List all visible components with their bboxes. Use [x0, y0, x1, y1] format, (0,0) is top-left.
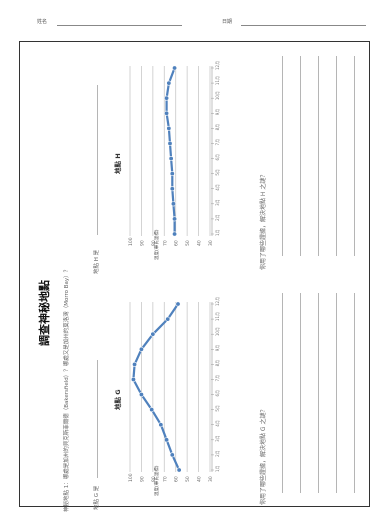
y-tick-label: 60: [174, 240, 180, 246]
location-h-answer-line[interactable]: [97, 85, 98, 235]
x-tick-label: 8月: [215, 360, 220, 367]
data-point: [176, 467, 182, 473]
worksheet-frame: [19, 41, 370, 507]
x-tick-label: 2月: [215, 450, 220, 457]
date-label: 日期: [222, 19, 233, 25]
chart-location-h: 30 40 50 60 70 80 90 100 1月 2月 3月 4月 5月 6月 7月 8月 9月 10月 11…: [113, 61, 220, 260]
data-point: [169, 171, 175, 177]
y-tick-label: 80: [151, 476, 157, 482]
x-tick-label: 11月: [215, 312, 220, 321]
location-h-prompt: 地點 H 是: [94, 249, 100, 274]
answer-line-g-1[interactable]: [282, 293, 283, 493]
data-point: [172, 216, 178, 222]
data-point: [164, 95, 170, 101]
y-tick-label: 40: [197, 240, 203, 246]
answer-line-g-3[interactable]: [318, 293, 319, 493]
mystery-prompt: 神秘地點 1：哪處是加州的貝克斯菲爾德（Bakersfield）？哪處又是加州的…: [64, 266, 70, 512]
name-label: 姓名: [37, 19, 48, 25]
x-tick-label: 2月: [215, 214, 220, 221]
name-line[interactable]: [57, 25, 182, 26]
answer-line-h-1[interactable]: [282, 56, 283, 256]
data-point: [175, 301, 181, 307]
data-point: [172, 231, 178, 237]
x-tick-label: 8月: [215, 124, 220, 131]
data-point: [166, 80, 172, 86]
y-tick-label: 30: [208, 476, 214, 482]
chart-location-g: 30 40 50 60 70 80 90 100 1月 2月 3月 4月 5月 6月 7月 8月 9月 10月 11…: [113, 297, 220, 496]
y-tick-label: 50: [185, 476, 191, 482]
y-tick-label: 100: [128, 237, 134, 246]
location-g-answer-line[interactable]: [97, 360, 98, 478]
data-point: [168, 156, 174, 162]
y-tick-label: 80: [151, 240, 157, 246]
x-tick-label: 4月: [215, 184, 220, 191]
page-title: 調查神秘地點: [38, 280, 51, 346]
x-tick-label: 12月: [215, 297, 220, 306]
data-point: [138, 346, 144, 352]
x-tick-label: 7月: [215, 139, 220, 146]
date-line[interactable]: [241, 25, 366, 26]
answer-line-h-5[interactable]: [354, 56, 355, 256]
answer-line-h-2[interactable]: [300, 56, 301, 256]
x-tick-label: 10月: [215, 327, 220, 336]
data-point: [164, 110, 170, 116]
data-point: [158, 422, 164, 428]
answer-line-h-4[interactable]: [336, 56, 337, 256]
data-point: [138, 392, 144, 398]
question-g: 你用了哪些證據，解決地點 G 之謎？: [260, 406, 267, 505]
x-tick-label: 5月: [215, 169, 220, 176]
x-tick-label: 1月: [215, 465, 220, 472]
x-tick-label: 3月: [215, 435, 220, 442]
y-tick-label: 100: [128, 473, 134, 482]
x-tick-label: 3月: [215, 199, 220, 206]
y-axis-label: 溫度(華氏溫標): [153, 229, 160, 260]
x-tick-label: 6月: [215, 390, 220, 397]
x-tick-label: 9月: [215, 345, 220, 352]
x-tick-label: 4月: [215, 420, 220, 427]
answer-line-g-5[interactable]: [354, 293, 355, 493]
data-point: [165, 316, 171, 322]
y-axis-label: 溫度(華氏溫標): [153, 465, 160, 496]
y-tick-label: 90: [139, 476, 145, 482]
data-point: [130, 376, 136, 382]
y-tick-label: 90: [139, 240, 145, 246]
data-point: [166, 125, 172, 131]
series-line-h: [165, 67, 176, 234]
y-tick-label: 60: [174, 476, 180, 482]
answer-line-h-3[interactable]: [318, 56, 319, 256]
chart-title-h: 地點 H: [113, 153, 122, 174]
x-tick-label: 10月: [215, 91, 220, 100]
data-point: [170, 201, 176, 207]
x-tick-label: 12月: [215, 61, 220, 70]
answer-line-g-2[interactable]: [300, 293, 301, 493]
data-point: [172, 65, 178, 71]
x-tick-label: 1月: [215, 229, 220, 236]
location-g-prompt: 地點 G 是: [94, 485, 100, 510]
x-tick-label: 9月: [215, 109, 220, 116]
answer-line-g-4[interactable]: [336, 293, 337, 493]
y-tick-label: 50: [185, 240, 191, 246]
data-point: [150, 331, 156, 337]
data-point: [149, 407, 155, 413]
data-point: [169, 186, 175, 192]
y-tick-label: 70: [162, 240, 168, 246]
x-tick-label: 11月: [215, 76, 220, 85]
data-point: [169, 452, 175, 458]
question-h: 你用了哪些證據，解決地點 H 之謎？: [260, 171, 267, 270]
y-tick-label: 30: [208, 240, 214, 246]
data-point: [132, 361, 138, 367]
y-tick-label: 70: [162, 476, 168, 482]
series-line-g: [132, 303, 181, 471]
x-tick-label: 7月: [215, 375, 220, 382]
x-tick-label: 6月: [215, 154, 220, 161]
x-tick-label: 5月: [215, 405, 220, 412]
data-point: [167, 140, 173, 146]
data-point: [164, 437, 170, 443]
chart-title-g: 地點 G: [113, 389, 122, 410]
y-tick-label: 40: [197, 476, 203, 482]
